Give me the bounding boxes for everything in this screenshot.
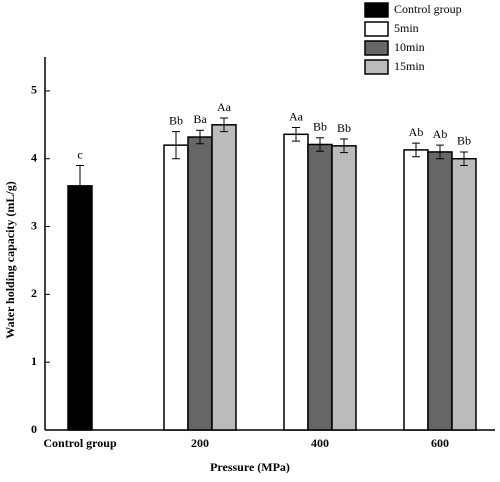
x-tick-label: Control group [43, 436, 117, 450]
x-tick-label: 400 [311, 436, 329, 450]
error-bar [220, 117, 228, 133]
legend-label: 10min [394, 40, 425, 54]
y-tick-label: 2 [31, 286, 37, 300]
y-axis-label: Water holding capacity (mL/g) [3, 181, 17, 338]
y-tick-label: 1 [31, 354, 37, 368]
significance-label: Bb [169, 113, 183, 127]
bar [211, 124, 237, 431]
y-tick-label: 3 [31, 218, 37, 232]
bar [67, 185, 93, 431]
y-tick-label: 5 [31, 83, 37, 97]
legend-label: 5min [394, 21, 419, 35]
bar [331, 145, 357, 431]
error-bar [436, 144, 444, 160]
error-bar [460, 151, 468, 167]
bar [163, 144, 189, 431]
significance-label: Ab [409, 125, 424, 139]
error-bar [172, 131, 180, 160]
error-bar [196, 129, 204, 145]
bar [307, 143, 333, 431]
significance-label: Aa [289, 109, 304, 123]
significance-label: Bb [337, 121, 351, 135]
x-tick-label: 600 [431, 436, 449, 450]
x-axis-label: Pressure (MPa) [210, 460, 290, 474]
legend-label: 15min [394, 59, 425, 73]
error-bar [412, 142, 420, 158]
legend-swatch [364, 59, 389, 75]
significance-label: Ab [433, 127, 448, 141]
legend-swatch [364, 21, 389, 37]
bar [283, 133, 309, 431]
error-bar [76, 165, 84, 207]
legend-swatch [364, 2, 389, 18]
bar [403, 149, 429, 431]
bar [187, 136, 213, 431]
significance-label: c [77, 147, 82, 161]
bar [451, 157, 477, 431]
significance-label: Aa [217, 100, 232, 114]
legend-swatch [364, 40, 389, 56]
y-tick-label: 4 [31, 150, 37, 164]
error-bar [292, 127, 300, 142]
significance-label: Bb [457, 134, 471, 148]
y-tick-label: 0 [31, 422, 37, 436]
bar [427, 151, 453, 431]
error-bar [316, 137, 324, 152]
error-bar [340, 138, 348, 154]
legend-label: Control group [394, 2, 462, 16]
x-tick-label: 200 [191, 436, 209, 450]
significance-label: Ba [193, 112, 207, 126]
significance-label: Bb [313, 119, 327, 133]
